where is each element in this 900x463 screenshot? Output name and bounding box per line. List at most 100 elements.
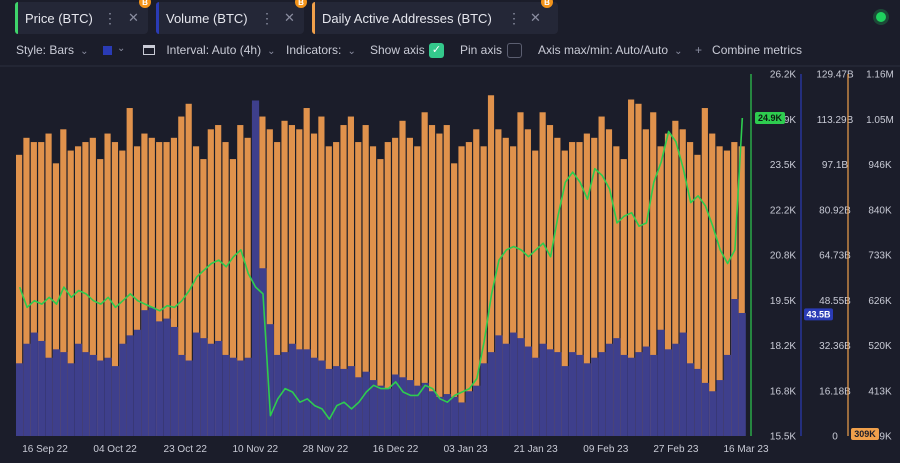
volume-bar [613,338,621,436]
volume-bar [598,352,606,436]
axis-minmax-dropdown[interactable]: Axis max/min: Auto/Auto ⌄ [538,43,683,57]
volume-bar [119,343,127,436]
volume-bar [510,332,518,436]
volume-bar [672,343,680,436]
price-value-tag [755,112,785,124]
volume-bar [524,346,532,436]
volume-bar [657,329,665,436]
addresses-bar [111,142,119,436]
addresses-axis-tick: 1.16M [866,70,894,81]
price-value-tag-label: 24.9K [758,113,783,123]
show-axis-checkbox[interactable]: ✓ [429,43,444,58]
color-swatch[interactable] [103,46,112,55]
addresses-bar [384,142,391,436]
addresses-bar [569,142,576,436]
volume-bar [546,349,555,436]
combine-metrics-button[interactable]: + Combine metrics [695,43,802,57]
addresses-bar [207,129,214,437]
chevron-down-icon: ⌄ [671,46,683,57]
volume-bar [200,338,208,436]
tab-daily-active-addresses-btc[interactable]: Daily Active Addresses (BTC) ⋮ ✕ B [312,0,558,34]
volume-bar [259,268,267,436]
volume-axis-tick: 0 [832,432,838,443]
volume-bar [163,318,171,436]
addresses-axis-tick: 1.05M [866,115,894,126]
price-axis-tick: 26.2K [770,70,796,81]
price-line [18,117,744,420]
addresses-bar [539,112,546,436]
addresses-bar [672,120,679,436]
volume-bar [576,354,584,436]
volume-bar [23,343,31,436]
volume-bar [266,324,274,436]
addresses-bars [16,95,745,437]
more-options-icon[interactable]: ⋮ [507,10,521,26]
volume-bar [384,388,392,436]
date-axis: 16 Sep 22 04 Oct 22 23 Oct 22 10 Nov 22 28 N… [22,444,769,455]
volume-bar [74,343,83,436]
price-axis-tick: 15.5K [770,432,796,443]
volume-bar [310,357,319,436]
indicators-dropdown[interactable]: Indicators: ⌄ [286,43,356,57]
volume-bar [436,396,444,436]
volume-bar [591,357,599,436]
volume-bar [60,352,68,436]
addresses-bar [362,125,369,437]
style-label: Style: Bars [16,43,75,57]
volume-bar [222,354,230,436]
volume-bar [465,391,473,436]
addresses-bar [45,133,52,437]
price-axis-tick: 22.2K [770,205,796,216]
volume-axis-tick: 16.18B [819,386,851,397]
volume-bar [156,321,164,436]
addresses-bar [333,142,340,436]
volume-bar [16,363,24,436]
tab-price-btc[interactable]: Price (BTC) ⋮ ✕ B [15,0,151,34]
volume-bar [687,363,695,436]
volume-bar [126,335,134,436]
addresses-axis-tick: 733K [868,251,892,262]
addresses-bar [192,146,200,436]
addresses-bar [517,112,524,436]
addresses-bar [148,137,155,436]
addresses-axis-tick: 946K [868,160,892,171]
addresses-bar [679,129,686,437]
close-icon[interactable]: ✕ [530,10,541,25]
volume-bar [244,357,252,436]
addresses-bar [266,129,273,437]
addresses-bar [436,133,443,437]
addresses-bar [532,150,539,436]
bitcoin-icon: B [139,0,151,8]
addresses-bar [310,133,318,437]
chevron-down-icon: ⌄ [344,46,356,57]
addresses-bar [133,146,141,436]
more-options-icon[interactable]: ⋮ [103,10,117,26]
interval-dropdown[interactable]: Interval: Auto (4h) ⌄ [143,43,276,57]
addresses-bar [598,116,605,436]
addresses-bar [185,103,192,436]
volume-bar [355,377,363,436]
volume-bar [303,349,311,436]
volume-bar [207,343,215,436]
more-options-icon[interactable]: ⋮ [260,10,274,26]
volume-value-tag-label: 43.5B [806,309,831,319]
close-icon[interactable]: ✕ [128,10,139,25]
volume-bar [628,357,636,436]
volume-bar [664,349,673,436]
pin-axis-checkbox[interactable] [507,43,522,58]
addresses-bar [200,159,207,436]
volume-axis-tick: 48.55B [819,296,851,307]
addresses-bar [473,129,480,437]
style-dropdown[interactable]: Style: Bars ⌄ [16,43,89,57]
chevron-down-icon[interactable]: ⌄ [117,43,126,54]
volume-bar [229,357,238,436]
addresses-axis-tick: 840K [868,205,892,216]
tab-volume-btc[interactable]: Volume (BTC) ⋮ ✕ B [156,0,307,34]
addresses-bar [141,133,148,437]
indicators-label: Indicators: [286,43,342,57]
volume-bar [325,368,333,436]
addresses-bar [451,163,458,436]
date-tick: 04 Oct 22 [93,444,137,455]
close-icon[interactable]: ✕ [284,10,295,25]
